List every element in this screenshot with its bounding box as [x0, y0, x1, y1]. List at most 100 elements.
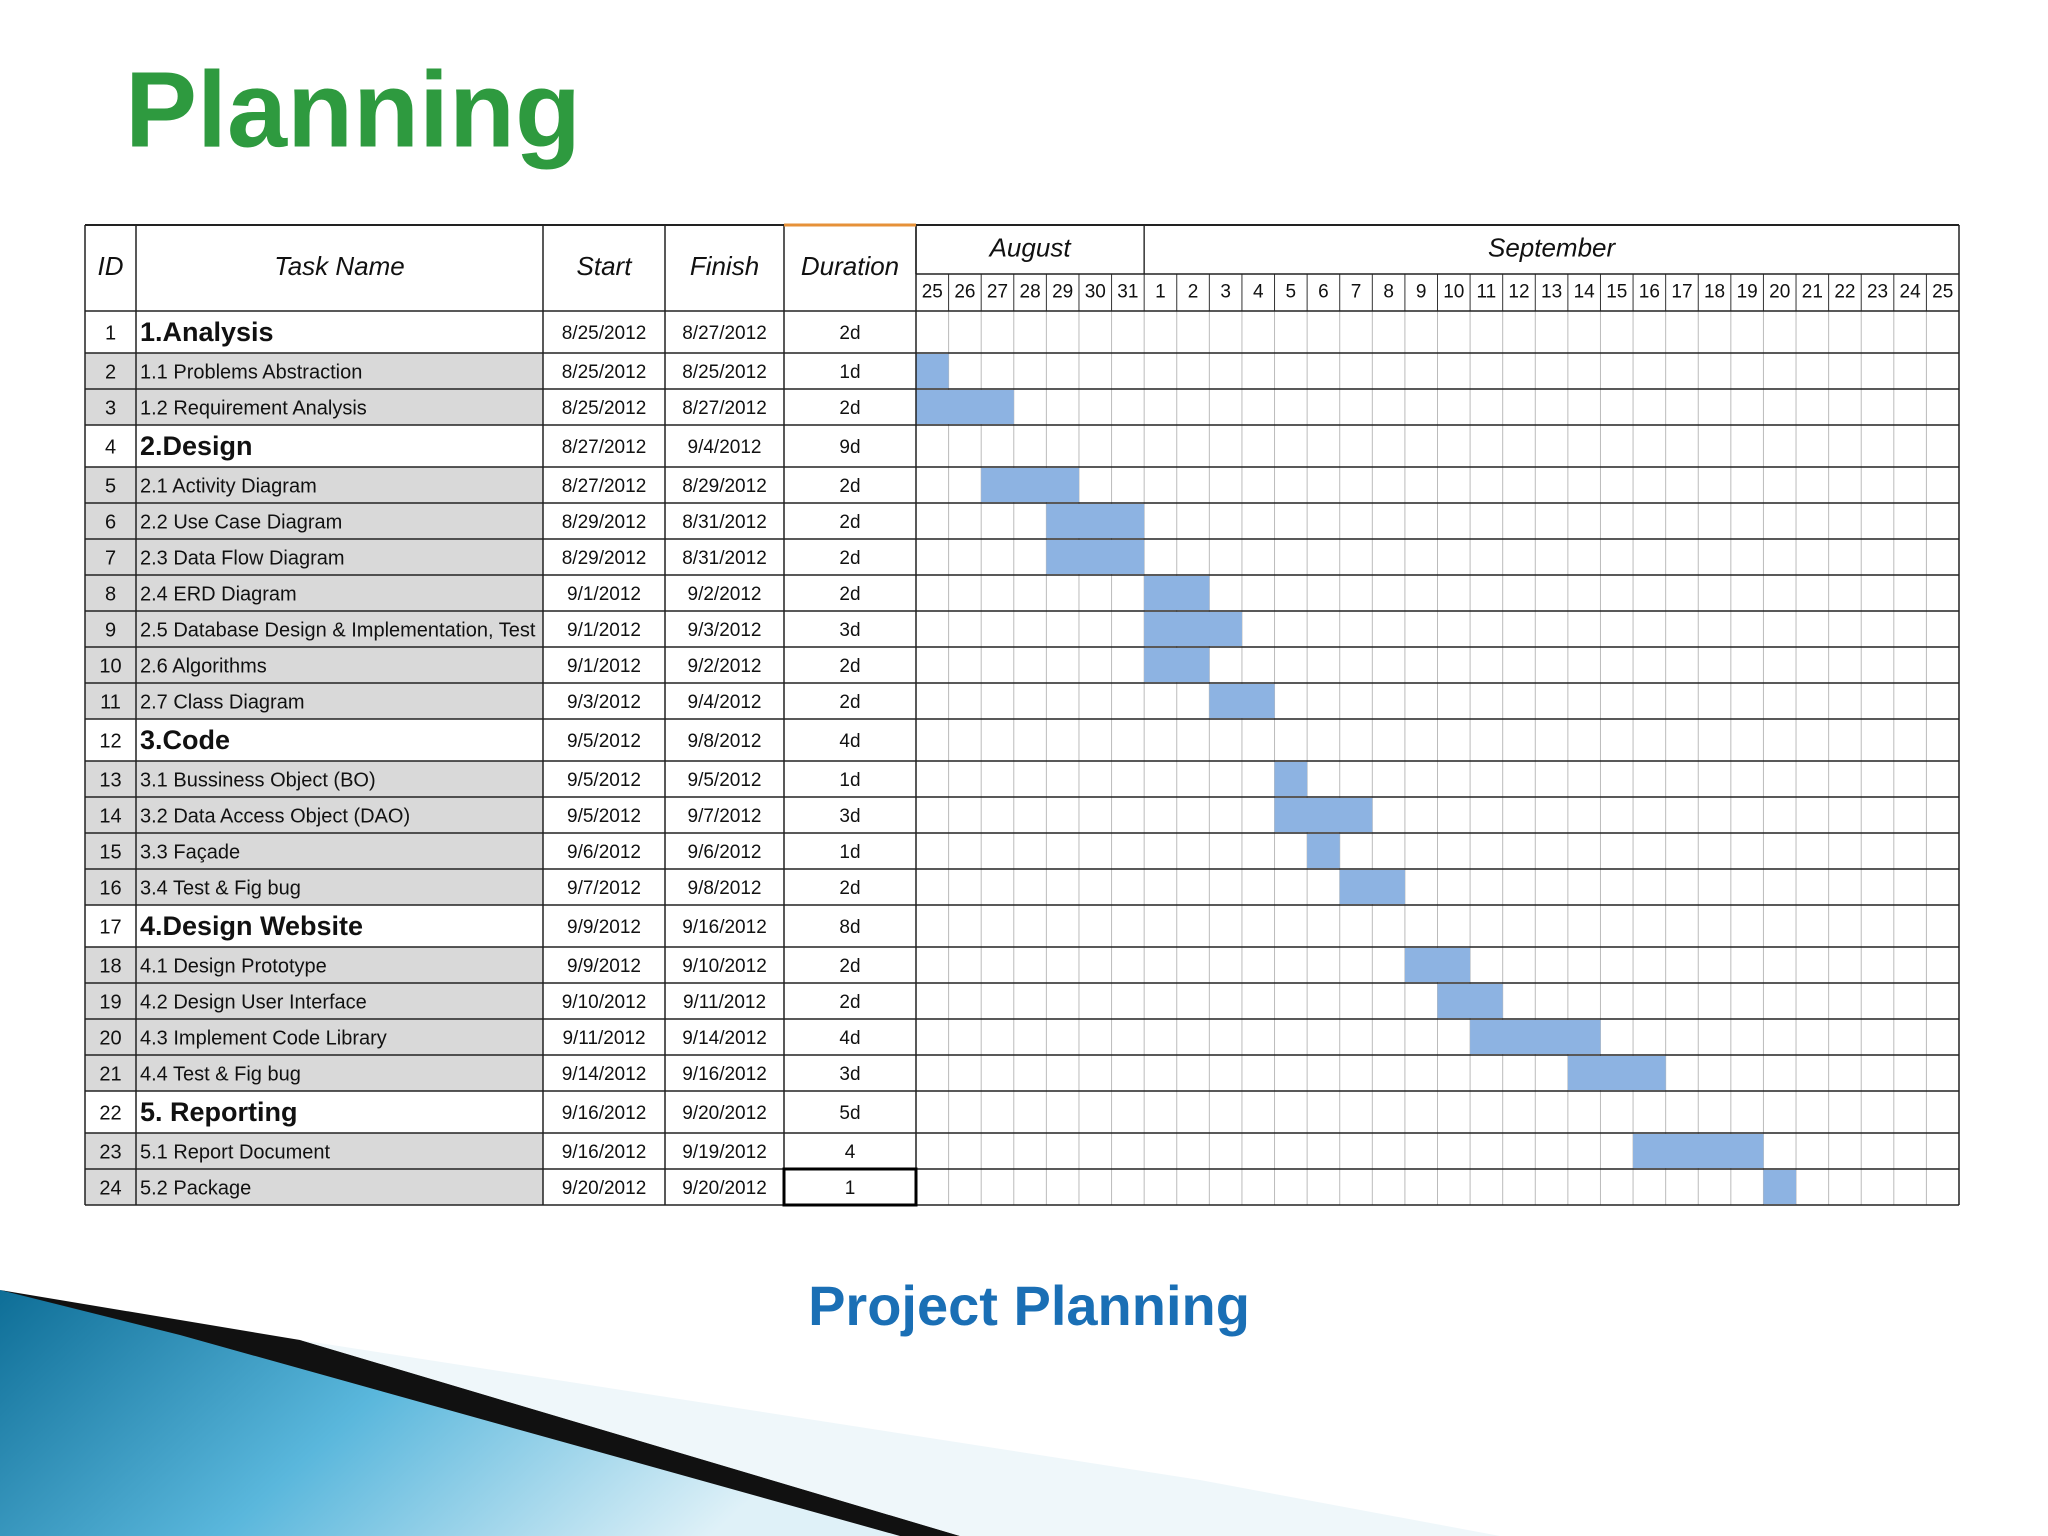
task-id: 11	[100, 691, 121, 713]
finish-date: 9/3/2012	[688, 620, 762, 641]
day-header: 22	[1834, 282, 1855, 303]
task-id: 4	[105, 436, 116, 458]
finish-date: 9/6/2012	[688, 842, 762, 863]
summary-name: 4.Design Website	[140, 911, 363, 941]
day-header: 30	[1085, 282, 1106, 303]
day-header: 4	[1253, 282, 1264, 303]
summary-name: 5. Reporting	[140, 1097, 298, 1127]
task-cell-bg	[85, 467, 543, 503]
start-date: 9/5/2012	[567, 806, 641, 827]
finish-date: 8/25/2012	[682, 362, 767, 383]
task-id: 17	[99, 916, 121, 938]
gantt-bar	[1339, 870, 1405, 904]
task-id: 13	[99, 769, 121, 791]
day-header: 3	[1220, 282, 1231, 303]
start-date: 9/5/2012	[567, 770, 641, 791]
duration: 3d	[839, 806, 860, 827]
task-name: 2.4 ERD Diagram	[140, 583, 297, 605]
duration: 4d	[839, 1028, 860, 1049]
duration: 4	[845, 1142, 856, 1163]
finish-date: 9/16/2012	[682, 917, 767, 938]
caption: Project Planning	[808, 1274, 1250, 1337]
duration: 1	[845, 1178, 856, 1199]
duration: 2d	[839, 956, 860, 977]
duration: 8d	[839, 917, 860, 938]
task-cell-bg	[85, 869, 543, 905]
duration: 3d	[839, 1064, 860, 1085]
task-id: 10	[99, 655, 121, 677]
duration: 1d	[839, 842, 860, 863]
finish-date: 9/10/2012	[682, 956, 767, 977]
finish-date: 9/14/2012	[682, 1028, 767, 1049]
task-cell-bg	[85, 983, 543, 1019]
day-header: 28	[1020, 282, 1041, 303]
task-name: 1.1 Problems Abstraction	[140, 361, 362, 383]
task-cell-bg	[85, 1169, 543, 1205]
start-date: 8/25/2012	[562, 323, 647, 344]
task-cell-bg	[85, 353, 543, 389]
task-id: 23	[99, 1141, 121, 1163]
start-date: 9/7/2012	[567, 878, 641, 899]
task-id: 14	[99, 805, 121, 827]
task-cell-bg	[85, 503, 543, 539]
gantt-bar	[1209, 684, 1275, 718]
duration: 2d	[839, 692, 860, 713]
day-header: 23	[1867, 282, 1888, 303]
task-cell-bg	[85, 647, 543, 683]
swoosh	[0, 1290, 900, 1536]
gantt-bar	[916, 354, 949, 388]
day-header: 2	[1188, 282, 1199, 303]
start-date: 9/1/2012	[567, 656, 641, 677]
task-id: 16	[99, 877, 121, 899]
task-cell-bg	[85, 611, 543, 647]
day-header: 21	[1802, 282, 1823, 303]
task-id: 24	[99, 1177, 121, 1199]
finish-date: 9/20/2012	[682, 1178, 767, 1199]
finish-date: 9/2/2012	[688, 656, 762, 677]
task-name: 2.7 Class Diagram	[140, 691, 305, 713]
task-name: 1.2 Requirement Analysis	[140, 397, 367, 419]
day-header: 14	[1574, 282, 1596, 303]
start-date: 9/16/2012	[562, 1142, 647, 1163]
day-header: 18	[1704, 282, 1725, 303]
column-header: ID	[98, 251, 124, 281]
duration: 2d	[839, 584, 860, 605]
day-header: 11	[1477, 282, 1497, 303]
day-header: 10	[1443, 282, 1464, 303]
summary-name: 2.Design	[140, 431, 253, 461]
task-cell-bg	[85, 1133, 543, 1169]
finish-date: 9/7/2012	[688, 806, 762, 827]
column-header: Task Name	[274, 251, 405, 281]
column-header: Finish	[690, 251, 759, 281]
task-name: 3.4 Test & Fig bug	[140, 877, 301, 899]
day-header: 17	[1671, 282, 1692, 303]
start-date: 9/10/2012	[562, 992, 647, 1013]
task-cell-bg	[85, 683, 543, 719]
finish-date: 8/29/2012	[682, 476, 767, 497]
summary-name: 3.Code	[140, 725, 230, 755]
task-cell-bg	[85, 575, 543, 611]
day-header: 26	[954, 282, 975, 303]
finish-date: 9/19/2012	[682, 1142, 767, 1163]
day-header: 29	[1052, 282, 1073, 303]
start-date: 9/1/2012	[567, 584, 641, 605]
gantt-bar	[1567, 1056, 1666, 1090]
finish-date: 8/31/2012	[682, 548, 767, 569]
gantt-bar	[1274, 762, 1308, 796]
finish-date: 9/2/2012	[688, 584, 762, 605]
start-date: 9/9/2012	[567, 917, 641, 938]
finish-date: 9/4/2012	[688, 437, 762, 458]
start-date: 9/14/2012	[562, 1064, 647, 1085]
duration: 2d	[839, 992, 860, 1013]
task-name: 2.6 Algorithms	[140, 655, 267, 677]
start-date: 9/3/2012	[567, 692, 641, 713]
gantt-bar	[1307, 834, 1340, 868]
start-date: 8/25/2012	[562, 362, 647, 383]
task-name: 4.4 Test & Fig bug	[140, 1063, 301, 1085]
duration: 9d	[839, 437, 860, 458]
gantt-bar	[1046, 504, 1145, 538]
task-id: 3	[105, 397, 116, 419]
gantt-bar	[1144, 648, 1210, 682]
task-name: 2.5 Database Design & Implementation, Te…	[140, 619, 536, 641]
task-cell-bg	[85, 1055, 543, 1091]
